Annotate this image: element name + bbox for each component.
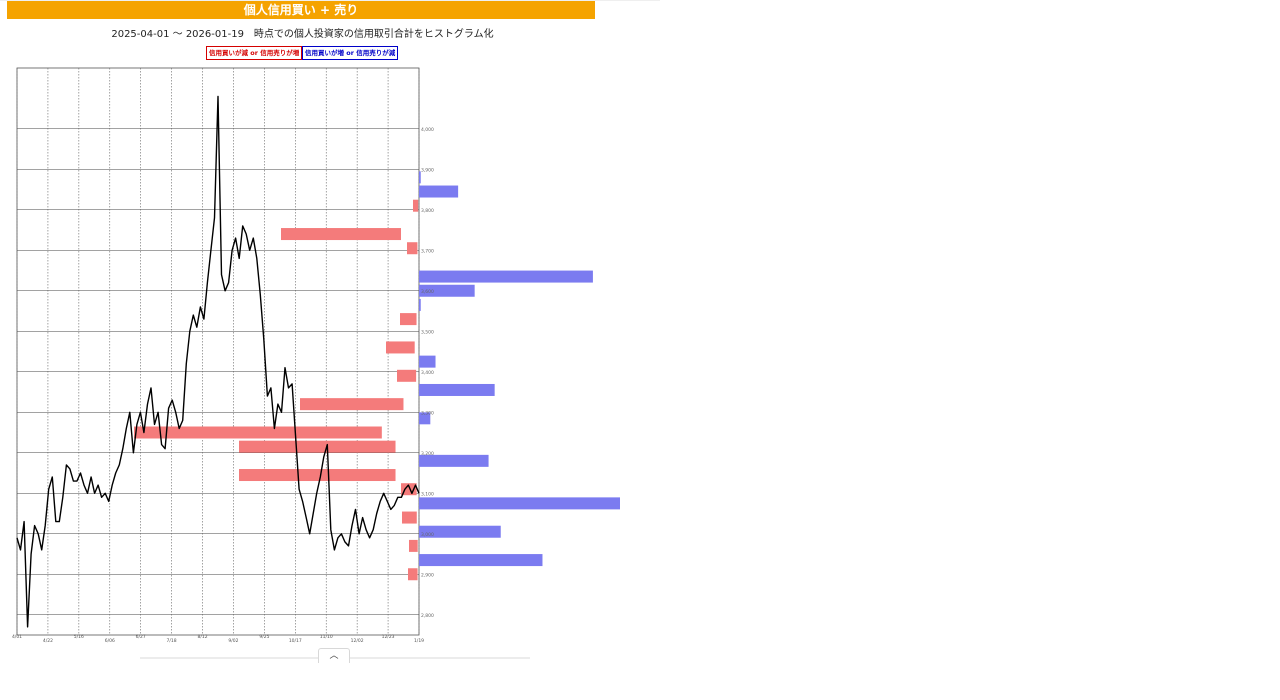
histogram-bar-blue <box>419 171 421 184</box>
y-tick-label: 3,600 <box>421 289 434 295</box>
y-tick-label: 4,000 <box>421 127 434 133</box>
histogram-bar-blue <box>419 298 421 311</box>
x-tick-label: 5/16 <box>74 634 84 640</box>
grid <box>16 67 420 636</box>
x-tick-label: 12/23 <box>382 634 395 640</box>
y-tick-label: 3,500 <box>421 329 434 335</box>
top-border <box>0 0 660 1</box>
x-tick-label: 9/02 <box>228 638 238 644</box>
histogram-bar-red <box>407 242 418 255</box>
histogram-bar-blue <box>419 355 436 368</box>
histogram-bar-blue <box>419 185 459 198</box>
histogram-bar-blue <box>419 525 501 538</box>
series-line <box>16 95 420 628</box>
axes: 2,800 2,900 3,000 3,100 3,200 3,300 3,400 3,500… <box>12 127 434 644</box>
x-tick-label: 7/18 <box>167 638 177 644</box>
plot-frame <box>16 67 420 636</box>
histogram-bar-red <box>300 398 404 411</box>
x-tick-label: 8/12 <box>197 634 207 640</box>
x-tick-label: 11/10 <box>320 634 333 640</box>
chart-header: 個人信用買い + 売り <box>7 1 595 19</box>
y-tick-label: 3,800 <box>421 208 434 214</box>
x-tick-label: 4/22 <box>43 638 53 644</box>
histogram-bar-blue <box>419 497 620 510</box>
x-tick-label: 4/01 <box>12 634 22 640</box>
chevron-up-icon: ︿ <box>329 651 339 661</box>
legend-blue: 信用買いが増 or 信用売りが減 <box>302 46 399 60</box>
chart-subtitle: 2025-04-01 〜 2026-01-19 時点での個人投資家の信用取引合計… <box>111 29 494 40</box>
histogram-bar-red <box>239 440 396 453</box>
x-tick-label: 6/27 <box>136 634 146 640</box>
histogram-bar-red <box>386 341 415 354</box>
histogram-bar-blue <box>419 270 593 283</box>
x-tick-label: 10/17 <box>289 638 302 644</box>
histogram-bars <box>134 171 620 581</box>
y-tick-label: 3,900 <box>421 167 434 173</box>
histogram-bar-blue <box>419 383 495 396</box>
y-tick-label: 3,300 <box>421 410 434 416</box>
chart-svg: 2,800 2,900 3,000 3,100 3,200 3,300 3,400 3,500… <box>12 67 620 644</box>
histogram-bar-red <box>281 228 401 241</box>
price-line <box>16 95 420 628</box>
histogram-bar-red <box>409 539 418 552</box>
y-tick-label: 2,900 <box>421 572 434 578</box>
histogram-bar-red <box>413 199 419 212</box>
y-tick-label: 3,100 <box>421 491 434 497</box>
y-tick-label: 3,700 <box>421 248 434 254</box>
histogram-bar-blue <box>419 412 431 425</box>
y-tick-label: 3,400 <box>421 370 434 376</box>
histogram-bar-red <box>134 426 382 439</box>
y-tick-label: 3,000 <box>421 532 434 538</box>
histogram-bar-red <box>239 469 396 482</box>
scroll-to-top-button[interactable]: ︿ <box>318 648 350 663</box>
histogram-bar-red <box>400 313 417 326</box>
histogram-bar-blue <box>419 284 475 297</box>
histogram-bar-red <box>408 568 418 581</box>
y-tick-label: 2,800 <box>421 613 434 619</box>
histogram-bar-red <box>402 511 417 524</box>
histogram-bar-blue <box>419 554 543 567</box>
x-tick-label: 1/19 <box>414 638 424 644</box>
histogram-bar-red <box>397 369 417 382</box>
x-tick-label: 12/02 <box>351 638 364 644</box>
x-tick-label: 9/25 <box>259 634 269 640</box>
y-tick-label: 3,200 <box>421 451 434 457</box>
histogram-bar-blue <box>419 454 489 467</box>
x-tick-label: 6/06 <box>105 638 115 644</box>
legend-red: 信用買いが減 or 信用売りが増 <box>206 46 303 60</box>
